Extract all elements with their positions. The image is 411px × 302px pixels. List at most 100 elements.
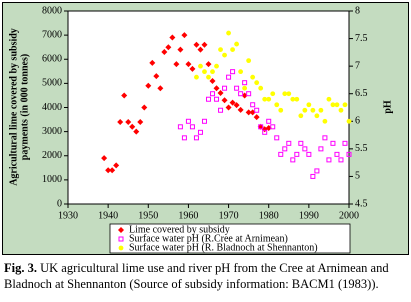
point xyxy=(298,140,304,146)
x-tick-label: 1950 xyxy=(138,210,158,221)
point xyxy=(194,74,199,80)
point xyxy=(177,124,183,130)
legend-label: Lime covered by subsidy xyxy=(129,224,230,235)
point xyxy=(137,118,144,125)
point xyxy=(274,102,280,108)
point xyxy=(121,92,128,99)
point xyxy=(214,96,220,102)
point xyxy=(237,106,244,113)
point xyxy=(322,135,328,141)
point xyxy=(189,124,195,130)
point xyxy=(318,146,324,152)
point xyxy=(302,107,308,113)
point xyxy=(306,151,312,157)
point xyxy=(230,47,235,52)
x-tick-label: 1980 xyxy=(259,210,279,221)
y-tick-label: 0 xyxy=(57,198,62,209)
point xyxy=(210,69,215,75)
point xyxy=(201,118,207,124)
legend-marker xyxy=(118,236,124,242)
point xyxy=(173,61,180,68)
point xyxy=(230,69,236,75)
point xyxy=(226,74,232,80)
point xyxy=(165,44,172,51)
point xyxy=(322,118,328,124)
point xyxy=(342,140,348,146)
point xyxy=(266,96,272,102)
point xyxy=(225,104,232,111)
point xyxy=(234,41,240,47)
point xyxy=(217,90,224,97)
y2-tick-label: 8 xyxy=(355,5,360,16)
point xyxy=(254,107,260,113)
point xyxy=(306,102,312,108)
point xyxy=(326,157,332,163)
y-tick-label: 2000 xyxy=(42,150,62,161)
point xyxy=(266,118,272,124)
point xyxy=(129,123,136,130)
point xyxy=(238,69,244,75)
y-axis-label: payments (in 000 tonnes) xyxy=(19,54,30,160)
point xyxy=(229,99,236,106)
point xyxy=(189,65,196,72)
point xyxy=(278,151,284,157)
point xyxy=(270,91,276,97)
y2-axis-label: pH xyxy=(382,100,393,114)
y2-tick-label: 6.5 xyxy=(355,88,368,99)
y-tick-label: 3000 xyxy=(42,126,62,137)
point xyxy=(105,167,112,174)
point xyxy=(210,91,216,97)
legend xyxy=(109,223,351,254)
point xyxy=(169,34,176,41)
plot-area xyxy=(67,10,350,205)
point xyxy=(262,96,268,102)
point xyxy=(193,41,200,48)
point xyxy=(109,167,116,174)
chart: Agricultural lime covered by subsidy pay… xyxy=(2,2,409,255)
point xyxy=(193,135,199,141)
point xyxy=(245,109,252,116)
point xyxy=(206,74,211,80)
point xyxy=(201,41,208,48)
point xyxy=(153,73,160,80)
point xyxy=(242,85,248,91)
legend-label: Surface water pH (R.Cree at Arnimean) xyxy=(129,233,288,244)
point xyxy=(113,162,120,169)
y2-tick-label: 7 xyxy=(355,60,360,71)
y2-tick-label: 5 xyxy=(355,171,360,182)
point xyxy=(253,114,260,121)
point xyxy=(326,96,332,102)
point xyxy=(342,102,348,108)
point xyxy=(310,107,316,113)
point xyxy=(258,124,264,130)
point xyxy=(202,69,207,75)
point xyxy=(238,91,244,97)
point xyxy=(206,96,211,102)
point xyxy=(346,118,352,124)
point xyxy=(330,102,336,108)
point xyxy=(222,85,228,91)
point xyxy=(286,91,292,97)
point xyxy=(241,92,248,99)
point xyxy=(334,151,340,157)
point xyxy=(274,135,280,141)
point xyxy=(258,85,264,91)
point xyxy=(117,118,124,125)
point xyxy=(145,82,152,89)
point xyxy=(282,91,288,97)
y-tick-label: 1000 xyxy=(42,174,62,185)
point xyxy=(185,118,191,124)
point xyxy=(222,52,227,58)
point xyxy=(330,140,336,146)
y-tick-label: 6000 xyxy=(42,54,62,65)
x-tick-label: 2000 xyxy=(339,210,359,221)
point xyxy=(233,102,240,109)
y2-tick-label: 5.5 xyxy=(355,143,368,154)
point xyxy=(278,107,284,113)
y2-tick-label: 4.5 xyxy=(355,198,368,209)
point xyxy=(282,146,288,152)
point xyxy=(177,46,184,53)
y2-tick-label: 7.5 xyxy=(355,33,368,44)
point xyxy=(221,97,228,104)
